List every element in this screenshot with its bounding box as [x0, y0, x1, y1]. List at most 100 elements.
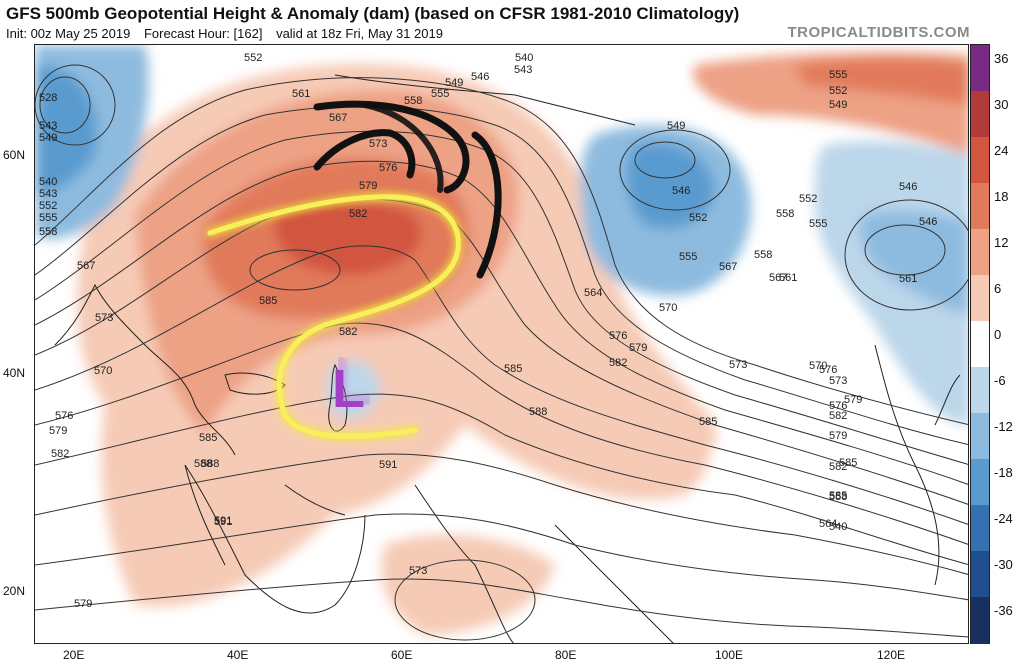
contour-label: 585 [504, 363, 522, 375]
contour-label: 555 [829, 69, 847, 81]
contour-label: 591 [214, 516, 232, 528]
contour-label: 573 [409, 565, 427, 577]
contour-label: 579 [49, 425, 67, 437]
contour-label: 543 [39, 188, 57, 200]
coastline-black-sea [224, 372, 286, 395]
anomaly-map: L 552 561 567 573 576 558 555 549 546 543 540 579 58… [34, 44, 969, 644]
contour-label: 573 [829, 375, 847, 387]
contour-label: 555 [39, 212, 57, 224]
contour-label: 582 [339, 326, 357, 338]
negative-anomaly-east [815, 140, 968, 425]
contour-label: 552 [799, 193, 817, 205]
colorbar-segment [971, 183, 989, 230]
contour-label: 567 [719, 261, 737, 273]
contour-label: 546 [899, 181, 917, 193]
contour-label: 540 [39, 176, 57, 188]
colorbar-tick-label: 30 [994, 97, 1009, 112]
black-trough-arc-1 [313, 100, 470, 194]
lat-label-20n: 20N [3, 584, 26, 598]
colorbar-segment [971, 137, 989, 184]
contour-label: 555 [679, 251, 697, 263]
height-contours [35, 64, 968, 641]
contour-label: 588 [201, 458, 219, 470]
contour-label: 549 [39, 132, 57, 144]
purple-low-glow [335, 355, 373, 407]
colorbar-segment [971, 321, 989, 368]
colorbar-segment [971, 597, 989, 644]
contour-label: 573 [95, 312, 113, 324]
contour-label: 549 [667, 120, 685, 132]
coastline-persian-gulf [284, 484, 346, 516]
colorbar-tick-label: -24 [994, 511, 1013, 526]
contour-label: 573 [369, 138, 387, 150]
colorbar-tick-label: -6 [994, 373, 1006, 388]
contour-label: 528 [39, 92, 57, 104]
contour-label: 585 [259, 295, 277, 307]
hand-drawn-annotations: L [206, 100, 502, 441]
contour-label: 561 [779, 272, 797, 284]
contour-label: 540 [515, 52, 533, 64]
anomaly-shading [35, 45, 968, 635]
contour-label: 549 [445, 77, 463, 89]
colorbar-tick-label: 24 [994, 143, 1009, 158]
contour-label: 585 [199, 432, 217, 444]
contour-label: 585 [829, 490, 847, 502]
contour-label: 558 [829, 491, 847, 503]
contour-label: 579 [74, 598, 92, 610]
colorbar-segment [971, 367, 989, 414]
contour-label: 570 [659, 302, 677, 314]
valid-time: valid at 18z Fri, May 31 2019 [276, 26, 443, 41]
contour-label: 564 [819, 518, 837, 530]
contour-label: 585 [839, 457, 857, 469]
colorbar-segment [971, 45, 989, 92]
contour-label: 570 [94, 365, 112, 377]
coastline-europe [54, 283, 236, 456]
low-pressure-letter: L [332, 359, 365, 419]
map-title: GFS 500mb Geopotential Height & Anomaly … [6, 4, 740, 23]
contour-label: 567 [77, 260, 95, 272]
contour-label: 567 [769, 272, 787, 284]
colorbar-segment [971, 229, 989, 276]
colorbar-segment [971, 91, 989, 138]
coastline-india [414, 484, 514, 643]
contour-label: 591 [214, 515, 232, 527]
positive-anomaly-south [381, 534, 555, 635]
coastline-arctic [334, 74, 636, 126]
contour-label: 558 [776, 208, 794, 220]
lon-label-20e: 20E [63, 648, 85, 662]
colorbar-tick-label: 12 [994, 235, 1009, 250]
anomaly-colorbar [970, 44, 990, 644]
contour-label: 564 [584, 287, 602, 299]
colorbar-tick-label: -30 [994, 557, 1013, 572]
colorbar-tick-label: -12 [994, 419, 1013, 434]
contour-label: 558 [754, 249, 772, 261]
contour-label: 579 [829, 430, 847, 442]
contour-label: 582 [829, 410, 847, 422]
coastline-red-sea [184, 464, 226, 566]
contour-label: 561 [292, 88, 310, 100]
contour-label: 582 [609, 357, 627, 369]
contour-label: 561 [899, 273, 917, 285]
colorbar-segment [971, 505, 989, 552]
black-trough-arc-2 [313, 129, 416, 179]
init-time: Init: 00z May 25 2019 [6, 26, 131, 41]
contour-label: 576 [819, 364, 837, 376]
lon-label-100e: 100E [715, 648, 744, 662]
colorbar-tick-label: -18 [994, 465, 1013, 480]
contour-label: 591 [379, 459, 397, 471]
colorbar-segment [971, 459, 989, 506]
contour-label: 552 [829, 85, 847, 97]
contour-label: 582 [51, 448, 69, 460]
contour-label: 555 [809, 218, 827, 230]
colorbar-tick-label: 0 [994, 327, 1002, 342]
forecast-hour: Forecast Hour: [162] [143, 26, 263, 41]
contour-label: 546 [471, 71, 489, 83]
contour-label: 543 [514, 64, 532, 76]
colorbar-tick-label: 18 [994, 189, 1009, 204]
lon-label-80e: 80E [555, 648, 577, 662]
contour-label: 546 [919, 216, 937, 228]
contour-label: 552 [689, 212, 707, 224]
lon-label-40e: 40E [227, 648, 249, 662]
contour-label: 558 [404, 95, 422, 107]
